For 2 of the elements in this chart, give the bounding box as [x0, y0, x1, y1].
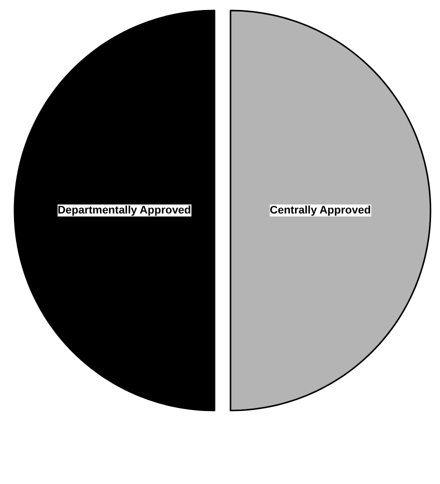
slice-label: Centrally Approved: [270, 204, 371, 216]
slice-label: Departmentally Approved: [58, 204, 192, 216]
